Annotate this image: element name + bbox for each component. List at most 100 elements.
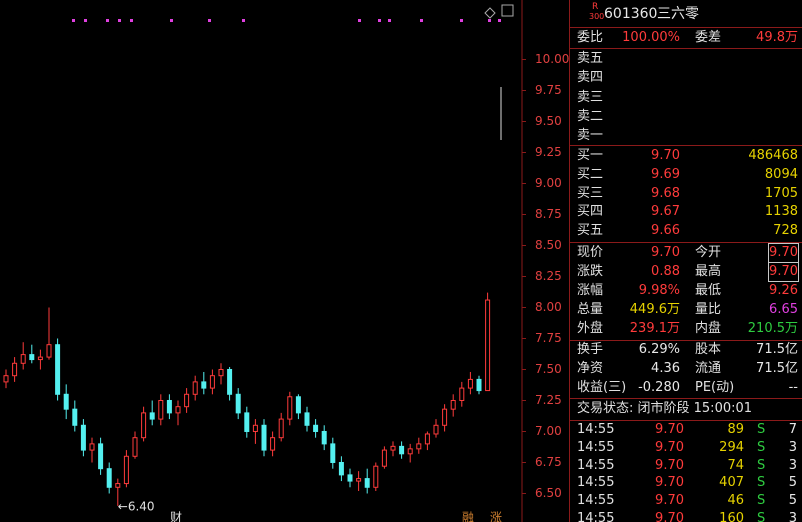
separator	[570, 340, 802, 341]
candle-body	[424, 433, 430, 445]
separator	[570, 420, 802, 421]
text: 8094	[764, 166, 798, 182]
text: 9.98%	[638, 283, 680, 298]
candle-body	[55, 344, 61, 395]
candle-body	[399, 445, 405, 455]
text: 9.70	[655, 475, 684, 491]
candle-body	[304, 412, 310, 426]
y-tick-label: 10.00	[535, 52, 569, 66]
text: 1705	[764, 185, 798, 201]
text: 294	[719, 439, 744, 455]
y-tick-label: 6.75	[535, 455, 562, 469]
text: 89	[727, 422, 744, 437]
candle-body	[459, 387, 465, 401]
candle-body	[356, 478, 362, 482]
candle-body	[158, 399, 164, 420]
text: 9.70	[651, 245, 680, 260]
y-tick-label: 9.25	[535, 145, 562, 159]
candle-body	[29, 354, 35, 361]
text: 最高	[695, 264, 722, 279]
text: 量比	[695, 302, 722, 317]
candle-body	[166, 399, 172, 414]
candle-body	[244, 412, 250, 432]
candle-body	[98, 443, 104, 470]
text: S	[757, 457, 766, 473]
flag-dot	[358, 19, 361, 22]
text: 407	[719, 475, 744, 491]
candle-body	[218, 368, 224, 377]
candle-body	[338, 461, 344, 476]
icon	[484, 7, 496, 19]
text: 49.8万	[756, 30, 798, 45]
flag-dot	[488, 19, 491, 22]
text: 1138	[764, 204, 798, 220]
text: 3	[788, 439, 797, 455]
text: 换手	[577, 342, 604, 357]
text: 9.67	[651, 204, 680, 220]
text: 486468	[748, 148, 798, 163]
text: S	[757, 493, 766, 509]
candle-body	[485, 299, 491, 392]
separator	[570, 398, 802, 399]
candle-body	[141, 412, 147, 439]
candle-body	[12, 362, 18, 377]
text: -0.280	[638, 380, 680, 395]
candle-body	[330, 443, 336, 463]
candle-body	[37, 356, 43, 361]
flag-dot	[378, 19, 381, 22]
text: 交易状态: 闭市阶段 15:00:01	[577, 401, 753, 416]
candle-body	[80, 424, 86, 451]
y-tick-label: 9.00	[535, 176, 562, 190]
candle-body	[407, 448, 413, 455]
candle-body	[278, 418, 284, 439]
candle-body	[390, 445, 396, 451]
text: 买三	[577, 185, 604, 201]
candle-body	[115, 483, 121, 488]
text: 601360	[604, 6, 658, 22]
candle-body	[295, 396, 301, 414]
event-marker: 涨	[490, 510, 502, 522]
text: 14:55	[577, 457, 615, 473]
text: 9.70	[651, 148, 680, 163]
text: 卖二	[577, 108, 604, 124]
text: 现价	[577, 245, 604, 260]
text: 外盘	[577, 321, 604, 336]
candle-body	[442, 408, 448, 426]
text: 股本	[695, 342, 722, 357]
candle-body	[467, 378, 473, 389]
candle-body	[287, 396, 293, 420]
text: 14:55	[577, 475, 615, 491]
text: 9.70	[655, 511, 684, 522]
candle-body	[261, 424, 267, 451]
flag-dot	[388, 19, 391, 22]
text: --	[788, 380, 798, 395]
text: S	[757, 439, 766, 455]
y-tick-label: 8.75	[535, 207, 562, 221]
text: 728	[773, 223, 798, 239]
text: S	[757, 475, 766, 491]
candle-body	[175, 406, 181, 414]
flag-dot	[420, 19, 423, 22]
text: 9.66	[651, 223, 680, 239]
text: 6.29%	[638, 342, 680, 357]
text: 总量	[577, 302, 604, 317]
text: 买二	[577, 166, 604, 182]
text: 9.70	[655, 493, 684, 509]
text: 9.70	[655, 422, 684, 437]
event-marker: 融	[462, 511, 474, 522]
candle-body	[381, 449, 387, 467]
text: 210.5万	[747, 321, 798, 336]
candle-body	[123, 455, 129, 485]
text: 3	[788, 457, 797, 473]
text: R	[592, 2, 599, 12]
text: 净资	[577, 361, 604, 376]
text: 三六零	[657, 6, 699, 22]
y-tick-label: 9.50	[535, 114, 562, 128]
y-tick-label: 9.75	[535, 83, 562, 97]
candle-body	[416, 443, 422, 450]
text: 9.70	[655, 457, 684, 473]
text: 买一	[577, 148, 604, 163]
candle-body	[201, 381, 207, 389]
text: 5	[788, 475, 797, 491]
separator	[570, 242, 802, 243]
